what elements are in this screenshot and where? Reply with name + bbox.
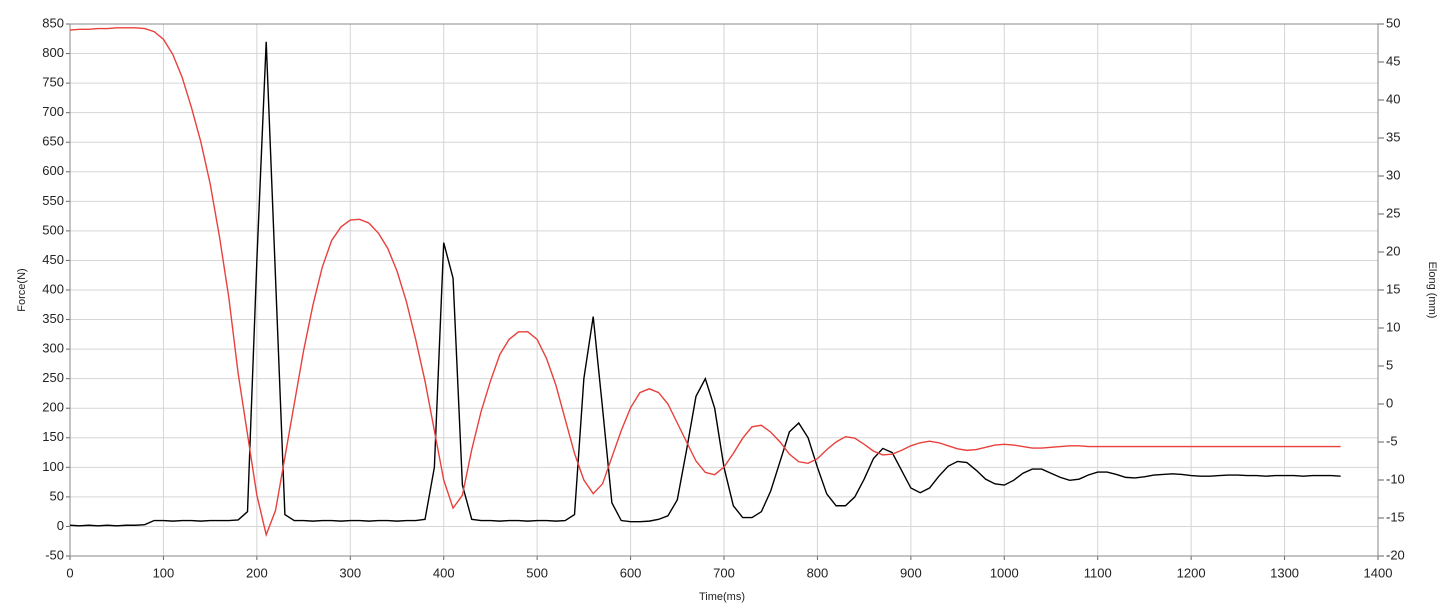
y-tick-label: 0 <box>57 518 64 533</box>
y2-tick-label: 30 <box>1386 167 1400 182</box>
y2-tick-label: -5 <box>1386 433 1398 448</box>
y2-tick-label: -10 <box>1386 471 1405 486</box>
x-tick-label: 500 <box>526 565 548 580</box>
x-tick-label: 900 <box>900 565 922 580</box>
y2-tick-label: 50 <box>1386 15 1400 30</box>
y-tick-label: 450 <box>42 252 64 267</box>
y2-tick-label: 15 <box>1386 281 1400 296</box>
y2-tick-label: 20 <box>1386 243 1400 258</box>
x-tick-label: 700 <box>713 565 735 580</box>
plot-frame <box>69 23 1379 557</box>
y-tick-label: 550 <box>42 193 64 208</box>
data-line <box>69 27 1341 538</box>
y-tick-label: 100 <box>42 459 64 474</box>
y2-tick-label: 40 <box>1386 91 1400 106</box>
x-tick-label: 100 <box>153 565 175 580</box>
x-tick-label: 1400 <box>1364 565 1393 580</box>
y-axis-label: Force(N) <box>16 268 28 311</box>
y-tick-label: 650 <box>42 134 64 149</box>
data-line <box>69 41 1341 527</box>
y-tick-label: -50 <box>45 547 64 562</box>
y-tick-label: 300 <box>42 341 64 356</box>
y2-axis-label: Elong (mm) <box>1426 262 1438 319</box>
y-tick-label: 700 <box>42 104 64 119</box>
y2-tick-label: 45 <box>1386 53 1400 68</box>
y-tick-label: 800 <box>42 45 64 60</box>
y-tick-label: 200 <box>42 400 64 415</box>
x-tick-label: 1300 <box>1270 565 1299 580</box>
y2-tick-label: 25 <box>1386 205 1400 220</box>
x-tick-label: 200 <box>246 565 268 580</box>
x-tick-label: 1100 <box>1084 565 1112 580</box>
y-tick-label: 250 <box>42 370 64 385</box>
x-tick-label: 0 <box>66 565 73 580</box>
y-tick-label: 50 <box>50 488 64 503</box>
y2-tick-label: 10 <box>1386 319 1400 334</box>
x-tick-label: 400 <box>433 565 455 580</box>
x-tick-label: 300 <box>339 565 361 580</box>
x-tick-label: 600 <box>620 565 642 580</box>
y2-tick-label: 5 <box>1386 357 1393 372</box>
y-tick-label: 150 <box>42 429 64 444</box>
y-tick-label: 850 <box>42 15 64 30</box>
y-tick-label: 350 <box>42 311 64 326</box>
y2-tick-label: -15 <box>1386 509 1405 524</box>
x-tick-label: 800 <box>807 565 829 580</box>
x-axis-label: Time(ms) <box>699 591 745 603</box>
y-tick-label: 500 <box>42 222 64 237</box>
y2-tick-label: 35 <box>1386 129 1400 144</box>
y2-tick-label: -20 <box>1386 547 1405 562</box>
x-tick-label: 1000 <box>990 565 1019 580</box>
y-tick-label: 600 <box>42 163 64 178</box>
y-tick-label: 400 <box>42 281 64 296</box>
y2-tick-label: 0 <box>1386 395 1393 410</box>
x-tick-label: 1200 <box>1177 565 1206 580</box>
y-tick-label: 750 <box>42 75 64 90</box>
